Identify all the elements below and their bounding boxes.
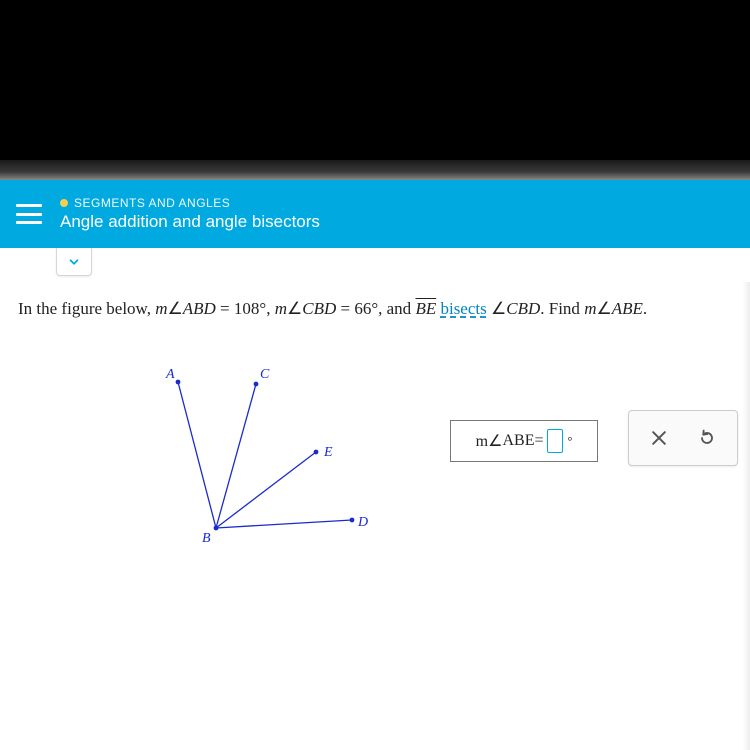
- answer-input[interactable]: [547, 429, 563, 453]
- sub-toolbar: [0, 248, 750, 282]
- label-D: D: [357, 515, 368, 530]
- breadcrumb-dot-icon: [60, 199, 68, 207]
- close-icon: [649, 428, 669, 448]
- problem-content: In the figure below, m∠ABD = 108°, m∠CBD…: [0, 282, 750, 750]
- point-D: [350, 518, 355, 523]
- txt-ang3: ∠: [491, 299, 506, 318]
- txt-cbd2: CBD: [506, 299, 540, 318]
- figure-svg: A C E D B: [120, 360, 380, 560]
- breadcrumb: SEGMENTS AND ANGLES: [60, 196, 320, 210]
- txt-find: . Find: [540, 299, 584, 318]
- txt-cbd: CBD: [302, 299, 336, 318]
- point-E: [314, 450, 319, 455]
- topic-banner: SEGMENTS AND ANGLES Angle addition and a…: [0, 180, 750, 248]
- app-frame: SEGMENTS AND ANGLES Angle addition and a…: [0, 180, 750, 750]
- photo-gradient-edge: [0, 160, 750, 180]
- txt-sep1: ,: [266, 299, 275, 318]
- txt-eq2: =: [340, 299, 354, 318]
- txt-m2: m: [275, 299, 287, 318]
- point-A: [176, 380, 181, 385]
- label-A: A: [165, 367, 175, 382]
- txt-ang4: ∠: [596, 299, 611, 318]
- txt-v1: 108°: [234, 299, 266, 318]
- problem-statement: In the figure below, m∠ABD = 108°, m∠CBD…: [18, 296, 732, 322]
- txt-abe: ABE: [612, 299, 643, 318]
- reset-button[interactable]: [690, 421, 724, 455]
- txt-v2: 66°: [354, 299, 378, 318]
- txt-lead: In the figure below,: [18, 299, 155, 318]
- answer-prefix: m∠: [476, 431, 503, 451]
- hamburger-menu-icon[interactable]: [16, 204, 42, 224]
- label-B: B: [202, 531, 211, 546]
- answer-unit: °: [568, 434, 573, 449]
- ray-A: [178, 382, 216, 528]
- label-E: E: [323, 445, 333, 460]
- ray-E: [216, 452, 316, 528]
- bisects-term-link[interactable]: bisects: [440, 299, 486, 318]
- expand-button[interactable]: [56, 248, 92, 276]
- txt-m1: m: [155, 299, 167, 318]
- right-edge-shadow: [742, 282, 750, 750]
- ray-C: [216, 384, 256, 528]
- page-title: Angle addition and angle bisectors: [60, 212, 320, 232]
- answer-box: m∠ABE = °: [450, 420, 598, 462]
- txt-abd: ABD: [183, 299, 216, 318]
- txt-ang2: ∠: [287, 299, 302, 318]
- chevron-down-icon: [67, 255, 81, 269]
- breadcrumb-label: SEGMENTS AND ANGLES: [74, 196, 230, 210]
- control-panel: [628, 410, 738, 466]
- answer-var: ABE: [502, 432, 534, 450]
- txt-m3: m: [584, 299, 596, 318]
- undo-icon: [697, 428, 717, 448]
- txt-and: , and: [378, 299, 415, 318]
- photo-black-bar: [0, 0, 750, 160]
- geometry-figure: A C E D B: [120, 360, 380, 560]
- txt-eq1: =: [220, 299, 234, 318]
- label-C: C: [260, 367, 270, 382]
- point-B: [214, 526, 219, 531]
- banner-text-block: SEGMENTS AND ANGLES Angle addition and a…: [60, 196, 320, 232]
- answer-eq: =: [534, 432, 543, 450]
- txt-be-overline: BE: [415, 299, 436, 318]
- txt-ang1: ∠: [168, 299, 183, 318]
- ray-D: [216, 520, 352, 528]
- point-C: [254, 382, 259, 387]
- txt-period: .: [643, 299, 647, 318]
- clear-button[interactable]: [642, 421, 676, 455]
